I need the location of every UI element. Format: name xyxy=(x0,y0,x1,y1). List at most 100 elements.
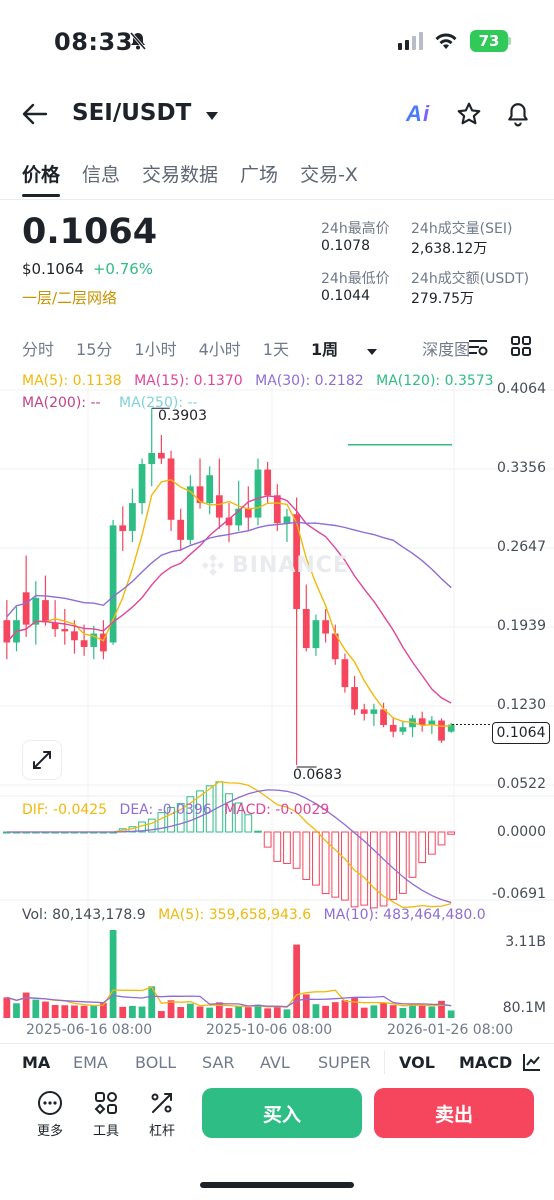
interval-tabs: 分时 15分 1小时 4小时 1天 1周 深度图 xyxy=(22,336,492,360)
sell-button[interactable]: 卖出 xyxy=(374,1088,534,1138)
candle-body xyxy=(3,620,11,643)
interval-1w[interactable]: 1周 xyxy=(311,336,400,360)
ma-legend-row2: MA(200): -- MA(250): -- xyxy=(22,395,198,411)
macd-axis-label: -0.0691 xyxy=(491,886,546,902)
interval-4h[interactable]: 4小时 xyxy=(198,340,241,359)
macd-value-legend: MACD: -0.0029 xyxy=(224,802,330,818)
candle-body xyxy=(177,519,185,540)
macd-hist-bar xyxy=(186,796,195,833)
volume-bar xyxy=(177,1007,185,1018)
low-label: 24h最低价 xyxy=(321,271,390,287)
buy-button[interactable]: 买入 xyxy=(202,1088,362,1138)
candle-body xyxy=(389,725,397,732)
volume-bar xyxy=(360,1007,368,1018)
vol-ma10-legend: MA(10): 483,464,480.0 xyxy=(323,907,486,923)
candle-body xyxy=(158,452,165,459)
low-value: 0.1044 xyxy=(321,288,370,304)
volume-bar xyxy=(42,1001,49,1018)
ma5-line xyxy=(6,478,452,728)
volume-bar xyxy=(389,1005,397,1018)
indicator-macd[interactable]: MACD xyxy=(459,1053,513,1072)
price-axis-label: 0.2647 xyxy=(497,539,546,555)
status-time: 08:33 xyxy=(54,28,133,56)
candle-body xyxy=(71,631,78,641)
chart-settings-icon[interactable] xyxy=(467,336,489,362)
candle-body xyxy=(129,503,136,531)
vol-ma10-line xyxy=(6,994,452,1008)
vol-legend: Vol: 80,143,178.9 MA(5): 359,658,943.6 M… xyxy=(22,907,486,923)
interval-time[interactable]: 分时 xyxy=(22,340,55,359)
volume-bar xyxy=(254,1004,262,1018)
macd-hist-bar xyxy=(321,831,330,895)
candle-body xyxy=(235,508,243,526)
candle-body xyxy=(100,633,107,652)
vol-usdt-label: 24h成交额(USDT) xyxy=(411,271,530,287)
tab-underline xyxy=(22,194,60,197)
high-value: 0.1078 xyxy=(321,238,370,254)
leverage-icon xyxy=(151,1093,172,1113)
fullscreen-icon[interactable] xyxy=(22,740,62,780)
tab-square[interactable]: 广场 xyxy=(240,164,279,186)
ma30-legend: MA(30): 0.2182 xyxy=(255,373,364,389)
leverage-button[interactable]: 杠杆 xyxy=(144,1090,180,1139)
candle-body xyxy=(254,469,262,518)
indicator-ema[interactable]: EMA xyxy=(73,1053,108,1072)
indicator-super[interactable]: SUPER xyxy=(318,1053,371,1072)
star-icon[interactable] xyxy=(456,101,482,131)
tab-trade-x[interactable]: 交易-X xyxy=(300,164,358,186)
macd-axis-label: 0.0000 xyxy=(497,824,546,840)
vol-axis-label: 80.1M xyxy=(502,1000,546,1016)
interval-1d[interactable]: 1天 xyxy=(262,340,289,359)
bell-icon[interactable] xyxy=(505,101,531,131)
interval-depth[interactable]: 深度图 xyxy=(422,340,471,359)
indicator-ma[interactable]: MA xyxy=(22,1053,51,1072)
ma5-legend: MA(5): 0.1138 xyxy=(22,373,122,389)
macd-hist-bar xyxy=(234,802,243,833)
volume-bar xyxy=(196,1006,204,1018)
indicator-sar[interactable]: SAR xyxy=(202,1053,235,1072)
interval-15m[interactable]: 15分 xyxy=(76,340,113,359)
more-icon xyxy=(38,1091,62,1115)
candle-body xyxy=(351,687,358,710)
indicator-boll[interactable]: BOLL xyxy=(135,1053,177,1072)
macd-hist-bar xyxy=(437,831,446,846)
more-button[interactable]: 更多 xyxy=(32,1090,68,1139)
tab-price[interactable]: 价格 xyxy=(22,164,61,186)
dif-line xyxy=(6,781,452,909)
indicator-settings-icon[interactable] xyxy=(522,1052,542,1076)
indicator-vol[interactable]: VOL xyxy=(399,1053,435,1072)
macd-hist-bar xyxy=(254,830,262,833)
indicator-avl[interactable]: AVL xyxy=(260,1053,290,1072)
price-chart[interactable] xyxy=(0,372,554,1032)
macd-hist-bar xyxy=(225,793,233,833)
chevron-down-icon xyxy=(205,101,219,127)
interval-1h[interactable]: 1小时 xyxy=(134,340,177,359)
tools-button[interactable]: 工具 xyxy=(88,1090,124,1139)
volume-bar xyxy=(244,1007,252,1018)
battery-icon: 73 xyxy=(470,30,508,52)
layer-tag[interactable]: 一层/二层网络 xyxy=(22,289,118,307)
candle-body xyxy=(360,709,368,714)
vol-legend-value: Vol: 80,143,178.9 xyxy=(22,907,146,923)
divider xyxy=(384,1050,385,1074)
tools-icon xyxy=(94,1092,117,1115)
back-arrow-icon[interactable] xyxy=(22,103,48,129)
volume-bar xyxy=(158,1011,165,1018)
layout-grid-icon[interactable] xyxy=(510,335,532,361)
volume-bar xyxy=(331,1002,339,1018)
price-axis-label: 0.1230 xyxy=(497,697,546,713)
candle-body xyxy=(225,517,233,526)
candle-body xyxy=(138,464,146,504)
x-axis-label: 2025-10-06 08:00 xyxy=(206,1022,333,1038)
pair-selector[interactable]: SEI/USDT xyxy=(72,100,219,127)
ma250-legend: MA(250): -- xyxy=(119,395,198,411)
volume-bar xyxy=(380,1002,387,1018)
tab-info[interactable]: 信息 xyxy=(82,164,121,186)
volume-bar xyxy=(22,992,30,1018)
tab-trading-data[interactable]: 交易数据 xyxy=(142,164,219,186)
volume-bar xyxy=(129,1005,136,1018)
x-axis-label: 2026-01-26 08:00 xyxy=(387,1022,514,1038)
volume-bar xyxy=(418,1005,426,1018)
volume-bar xyxy=(322,1005,329,1018)
